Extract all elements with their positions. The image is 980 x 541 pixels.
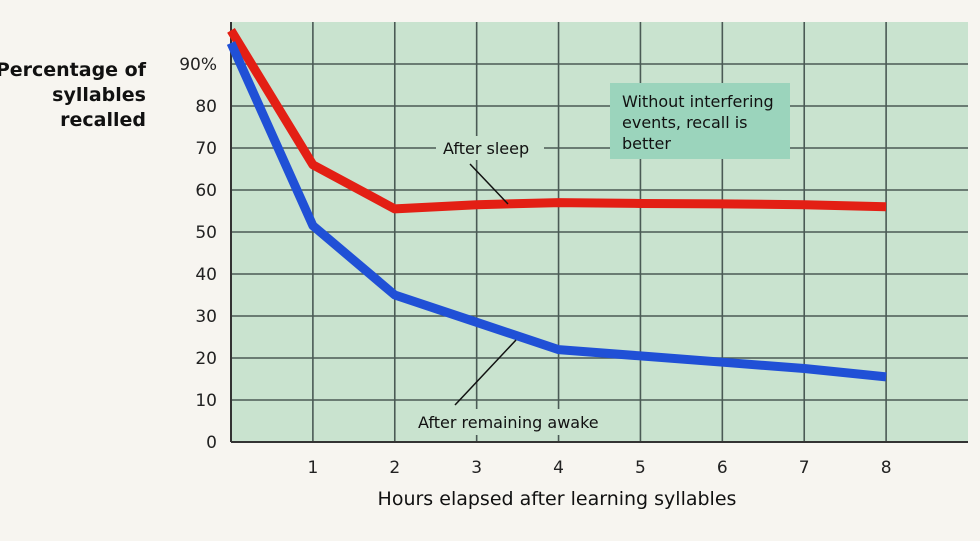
callout-line-3: better	[622, 134, 671, 153]
after-sleep-pointer	[469, 163, 509, 205]
after-sleep-label-bg	[436, 136, 544, 160]
series-line-after-awake	[226, 41, 887, 382]
series-line-after-sleep	[227, 28, 887, 214]
y-tick-label: 40	[195, 265, 217, 285]
after-awake-pointer	[454, 339, 517, 406]
y-tick-label: 0	[206, 433, 217, 453]
y-tick-label: 30	[195, 307, 217, 327]
after-awake-label-bg	[408, 409, 618, 435]
callout-line-1: Without interfering	[622, 92, 774, 111]
y-axis-label-line-3: recalled	[60, 109, 146, 131]
y-tick-label: 60	[195, 181, 217, 201]
x-axis-label: Hours elapsed after learning syllables	[378, 488, 737, 510]
callout-line-2: events, recall is	[622, 113, 748, 132]
x-tick-label: 4	[553, 458, 564, 478]
x-tick-label: 3	[471, 458, 482, 478]
after-sleep-label: After sleep	[443, 139, 529, 158]
y-tick-label: 80	[195, 97, 217, 117]
y-axis-label-line-2: syllables	[52, 84, 146, 106]
y-tick-label: 70	[195, 139, 217, 159]
y-axis-label-line-1: Percentage of	[0, 59, 147, 81]
y-tick-label: 20	[195, 349, 217, 369]
callout-box	[610, 83, 790, 159]
x-tick-label: 5	[635, 458, 646, 478]
x-tick-label: 8	[881, 458, 892, 478]
y-tick-label: 50	[195, 223, 217, 243]
x-tick-label: 2	[389, 458, 400, 478]
x-tick-label: 1	[307, 458, 318, 478]
after-awake-label: After remaining awake	[418, 413, 599, 432]
y-tick-label: 10	[195, 391, 217, 411]
y-tick-label: 90%	[179, 55, 217, 75]
x-tick-label: 6	[717, 458, 728, 478]
x-tick-label: 7	[799, 458, 810, 478]
